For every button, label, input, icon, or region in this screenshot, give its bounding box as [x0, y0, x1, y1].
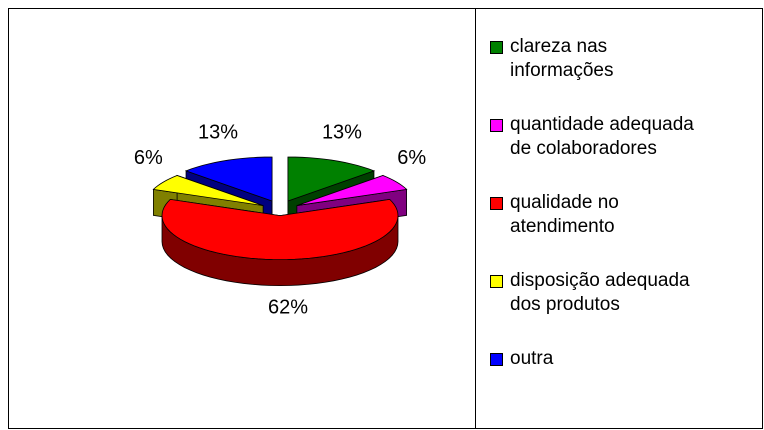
legend-swatch [490, 275, 503, 288]
legend-swatch [490, 197, 503, 210]
legend-item: quantidade adequada de colaboradores [476, 113, 762, 161]
legend: clareza nas informações quantidade adequa… [475, 8, 763, 429]
slice [287, 156, 376, 202]
slice [184, 156, 273, 202]
legend-label: qualidade no atendimento [510, 192, 619, 237]
legend-label: outra [510, 348, 554, 369]
legend-item: qualidade no atendimento [476, 191, 762, 239]
slice [161, 198, 399, 261]
legend-label: clareza nas informações [510, 36, 614, 81]
data-label: 6% [397, 147, 426, 169]
legend-swatch [490, 41, 503, 54]
data-label: 6% [134, 147, 163, 169]
legend-item: outra [476, 347, 762, 371]
legend-label: disposição adequada dos produtos [510, 270, 690, 315]
slice [296, 175, 408, 206]
legend-swatch [490, 119, 503, 132]
data-label: 13% [198, 122, 238, 144]
legend-item: disposição adequada dos produtos [476, 269, 762, 317]
data-label: 62% [268, 296, 308, 318]
data-label: 13% [322, 122, 362, 144]
legend-swatch [490, 353, 503, 366]
legend-item: clareza nas informações [476, 35, 762, 83]
slice [152, 175, 264, 206]
legend-label: quantidade adequada de colaboradores [510, 114, 694, 159]
